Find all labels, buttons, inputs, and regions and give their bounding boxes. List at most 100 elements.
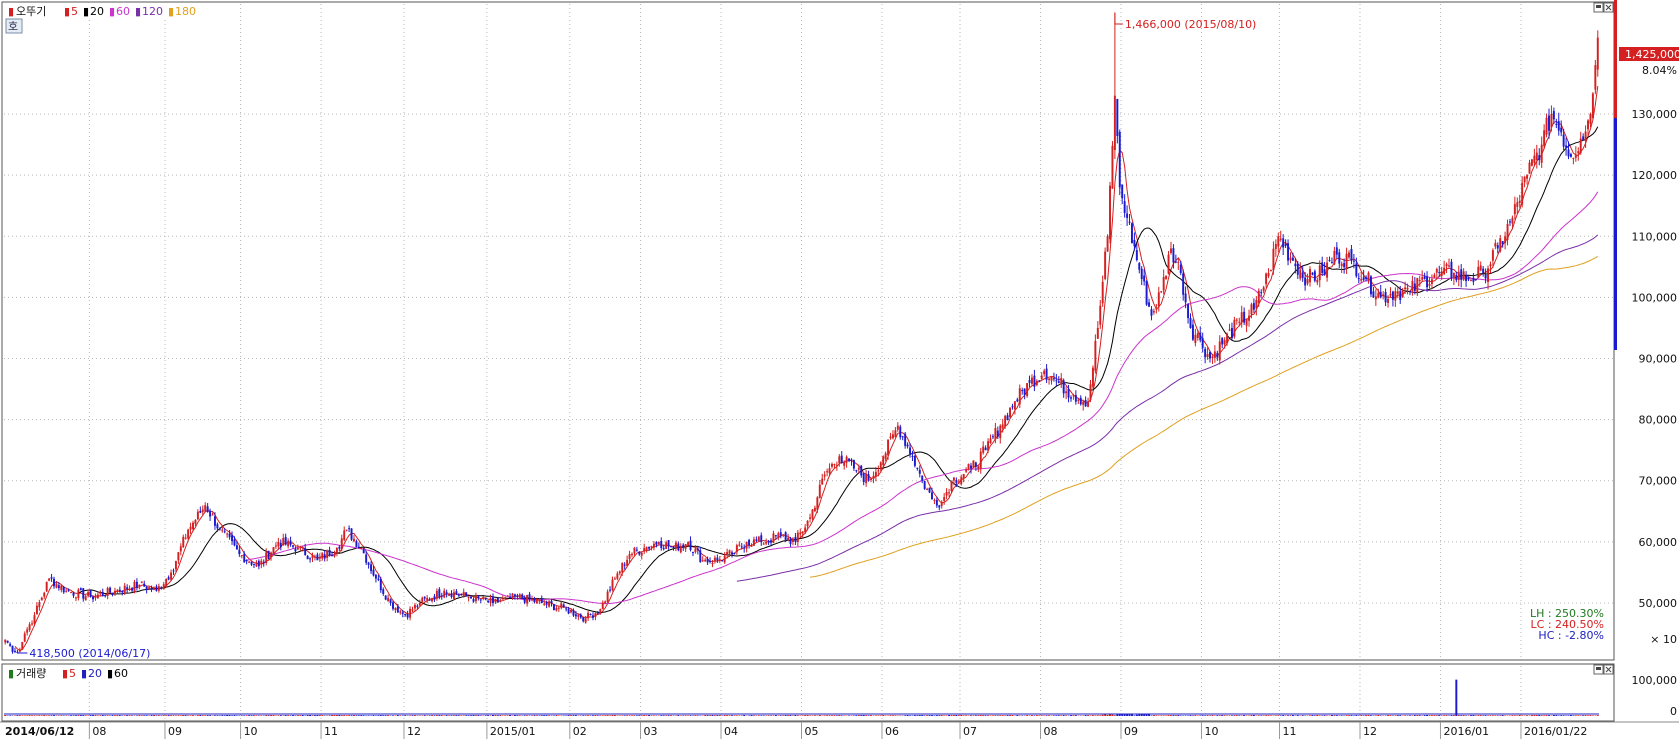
volume-bar <box>757 715 760 716</box>
candle-body <box>1487 268 1490 283</box>
candle-body <box>633 547 636 554</box>
candle-body <box>555 607 558 611</box>
candle-body <box>1094 340 1097 371</box>
candle-body <box>782 534 785 536</box>
volume-bar <box>1348 715 1350 716</box>
candle-body <box>1462 271 1465 280</box>
volume-bar <box>1011 715 1014 716</box>
candle-body <box>816 497 819 510</box>
candle-body <box>267 550 270 560</box>
volume-bar <box>1218 715 1221 716</box>
volume-bar <box>211 715 214 716</box>
volume-bar <box>848 715 851 716</box>
volume-bar <box>87 715 90 716</box>
candle-body <box>1555 123 1558 125</box>
candle-body <box>977 466 980 469</box>
candle-body <box>1311 272 1314 275</box>
volume-bar <box>13 715 16 716</box>
candle-body <box>1494 243 1497 247</box>
candle-body <box>192 522 194 530</box>
candle-body <box>1496 245 1499 249</box>
candle-body <box>235 545 238 550</box>
candle-body <box>1140 268 1143 280</box>
candle-body <box>496 597 499 603</box>
volume-bar <box>1387 715 1390 716</box>
chart-settings-icon[interactable]: 호 <box>5 18 23 34</box>
candle-body <box>648 546 651 549</box>
volume-bar <box>1394 715 1397 716</box>
candle-body <box>328 549 331 557</box>
candle-body <box>674 542 677 549</box>
volume-bar <box>770 715 772 716</box>
volume-bar <box>143 715 146 716</box>
volume-bar <box>431 715 433 716</box>
volume-bar <box>1165 715 1168 716</box>
volume-bar <box>1533 714 1536 716</box>
volume-bar <box>628 715 631 716</box>
volume-bar <box>231 715 234 716</box>
candle-body <box>845 456 848 463</box>
candle-body <box>1477 266 1480 278</box>
candle-body <box>1045 368 1048 380</box>
volume-bar <box>1270 715 1272 716</box>
volume-bar <box>1065 715 1068 716</box>
volume-bar <box>484 715 487 716</box>
candle-body <box>1465 274 1468 282</box>
volume-bar <box>631 715 633 716</box>
candle-body <box>918 469 921 474</box>
volume-bar <box>1138 714 1141 716</box>
stat-label: HC : -2.80% <box>1538 629 1604 642</box>
candle-body <box>1594 65 1597 90</box>
candle-body <box>726 552 729 556</box>
candle-body <box>652 543 655 548</box>
volume-panel-window-buttons[interactable] <box>1593 664 1614 675</box>
candle-body <box>277 541 280 547</box>
volume-bar <box>662 715 665 716</box>
volume-bar <box>835 715 838 716</box>
volume-bar <box>457 715 460 716</box>
volume-bar <box>1150 715 1153 716</box>
candle-body <box>1006 415 1009 421</box>
volume-bar <box>355 715 358 716</box>
volume-bar <box>418 715 421 716</box>
candle-body <box>196 511 199 520</box>
price-panel-window-buttons[interactable] <box>1593 2 1614 13</box>
candle-body <box>799 532 802 535</box>
volume-bar <box>1399 715 1402 716</box>
volume-bar <box>1416 715 1419 716</box>
volume-bar <box>552 715 555 716</box>
volume-bar <box>1204 715 1207 716</box>
candle-body <box>1387 298 1390 303</box>
candle-body <box>1204 348 1207 358</box>
volume-bar <box>513 715 516 716</box>
candle-body <box>1333 250 1336 265</box>
volume-bar <box>1265 715 1268 716</box>
candle-body <box>474 595 477 602</box>
volume-bar <box>970 715 972 716</box>
x-tick-label: 03 <box>644 725 658 738</box>
candle-body <box>1384 292 1387 303</box>
volume-bar <box>99 715 102 716</box>
volume-bar <box>184 715 187 716</box>
candle-body <box>1196 333 1199 338</box>
candle-body <box>1179 264 1182 273</box>
volume-bar <box>1277 715 1280 716</box>
candle-body <box>1304 277 1307 286</box>
candle-body <box>1240 312 1243 323</box>
volume-bar <box>994 715 997 716</box>
candle-body <box>57 585 60 589</box>
candle-body <box>1099 305 1102 325</box>
volume-bar <box>596 715 599 716</box>
candle-body <box>613 578 616 580</box>
candle-body <box>1343 263 1346 268</box>
candle-body <box>233 539 236 546</box>
volume-bar <box>1311 715 1314 716</box>
candle-body <box>1552 111 1555 120</box>
volume-bar <box>92 715 94 716</box>
candle-body <box>45 581 48 592</box>
volume-bar <box>1282 715 1285 716</box>
volume-bar <box>1174 715 1177 716</box>
volume-bar <box>594 715 597 716</box>
candle-body <box>211 514 214 516</box>
candle-body <box>1567 149 1570 157</box>
